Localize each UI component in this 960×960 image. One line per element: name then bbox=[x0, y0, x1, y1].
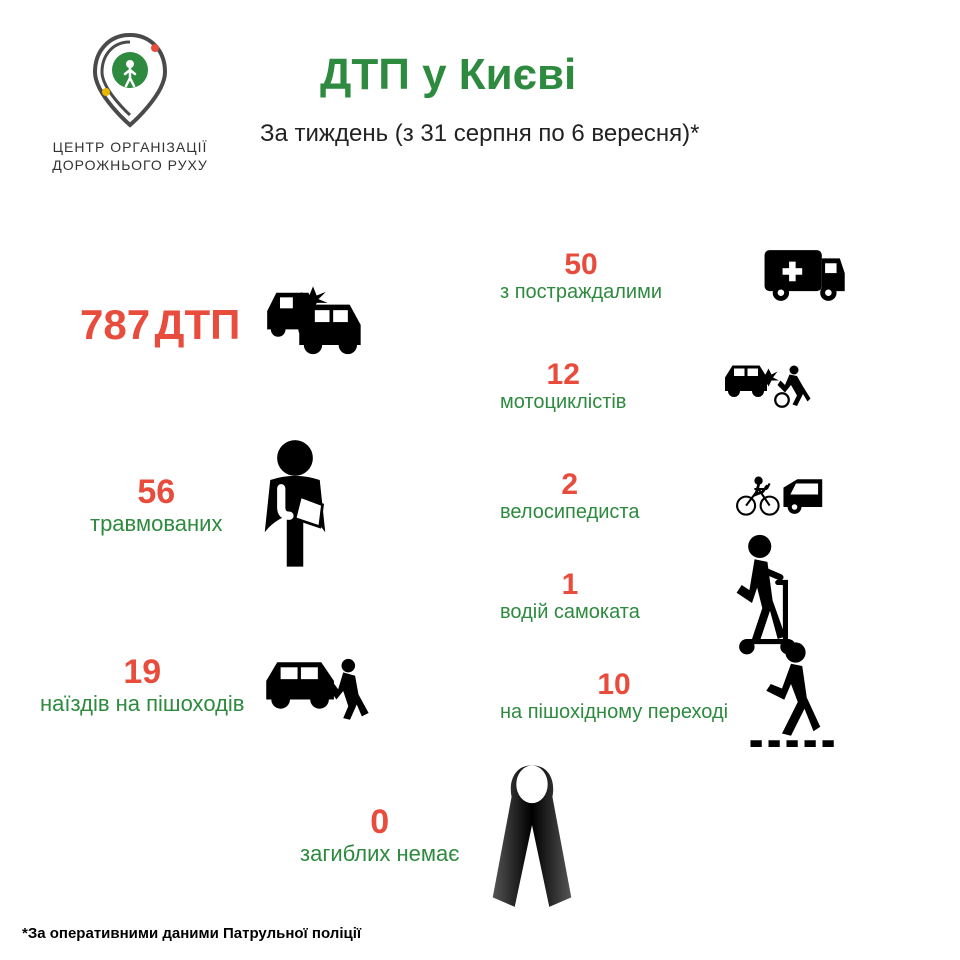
stat-crosswalk: 10 на пішохідному переході bbox=[500, 650, 836, 740]
stat-scoot-number: 1 bbox=[500, 568, 640, 601]
injured-person-icon bbox=[240, 450, 350, 560]
stat-bike-number: 2 bbox=[500, 468, 639, 501]
car-crash-icon bbox=[258, 270, 368, 380]
car-hits-person-icon bbox=[262, 630, 372, 740]
date-range: За тиждень (з 31 серпня по 6 вересня)* bbox=[260, 120, 700, 148]
stat-scoot-label: водій самоката bbox=[500, 601, 640, 623]
stat-cross-label: на пішохідному переході bbox=[500, 701, 728, 723]
stat-moto-label: мотоциклістів bbox=[500, 391, 626, 413]
stat-injured-number: 56 bbox=[90, 474, 222, 511]
stat-motorcyclists: 12 мотоциклістів bbox=[500, 340, 812, 430]
stat-with-victims: 50 з постраждалими bbox=[500, 230, 848, 320]
stat-total-label: ДТП bbox=[155, 301, 241, 348]
stat-cyclists: 2 велосипедиста bbox=[500, 450, 825, 540]
org-name-line2: ДОРОЖНЬОГО РУХУ bbox=[30, 156, 230, 174]
map-pin-icon bbox=[85, 30, 175, 130]
stat-moto-number: 12 bbox=[500, 358, 626, 391]
stat-deaths: 0 загиблих немає bbox=[300, 780, 587, 890]
stat-death-number: 0 bbox=[300, 804, 459, 841]
org-name-line1: ЦЕНТР ОРГАНІЗАЦІЇ bbox=[30, 138, 230, 156]
motorcycle-crash-icon bbox=[722, 340, 812, 430]
stat-cross-number: 10 bbox=[500, 668, 728, 701]
footnote: *За оперативними даними Патрульної поліц… bbox=[22, 925, 361, 942]
page-title: ДТП у Києві bbox=[320, 50, 576, 100]
stat-injured: 56 травмованих bbox=[90, 450, 350, 560]
org-logo: ЦЕНТР ОРГАНІЗАЦІЇ ДОРОЖНЬОГО РУХУ bbox=[30, 30, 230, 174]
stat-total-number: 787 bbox=[80, 301, 150, 348]
stat-total: 787 ДТП bbox=[80, 270, 368, 380]
scooter-rider-icon bbox=[716, 550, 806, 640]
stat-bike-label: велосипедиста bbox=[500, 501, 639, 523]
ambulance-icon bbox=[758, 230, 848, 320]
stat-scooter: 1 водій самоката bbox=[500, 550, 806, 640]
bicycle-crash-icon bbox=[735, 450, 825, 540]
stat-ped-number: 19 bbox=[40, 654, 244, 691]
pedestrian-crossing-icon bbox=[746, 650, 836, 740]
stat-pedestrian-hits: 19 наїздів на пішоходів bbox=[40, 630, 372, 740]
mourning-ribbon-icon bbox=[477, 780, 587, 890]
stat-injured-label: травмованих bbox=[90, 512, 222, 536]
stat-ped-label: наїздів на пішоходів bbox=[40, 692, 244, 716]
stat-amb-number: 50 bbox=[500, 248, 662, 281]
stat-amb-label: з постраждалими bbox=[500, 281, 662, 303]
stat-death-label: загиблих немає bbox=[300, 842, 459, 866]
